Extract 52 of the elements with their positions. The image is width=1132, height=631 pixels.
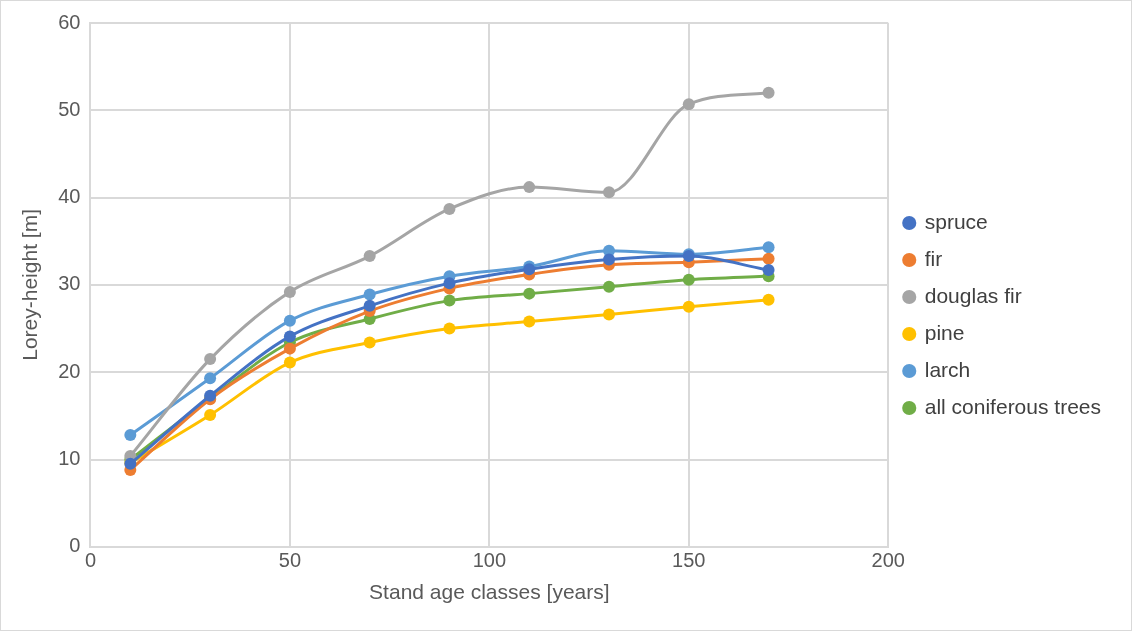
point [283,314,296,327]
point [682,273,695,286]
point [363,288,376,301]
point [603,280,616,293]
point [283,330,296,343]
point [682,300,695,313]
point [443,322,456,335]
point [443,294,456,307]
point [603,308,616,321]
point [523,315,536,328]
legend-label: all coniferous trees [924,394,1102,418]
point [283,342,296,355]
point [443,202,456,215]
legend-label: douglas fir [924,283,1022,307]
point [523,181,536,194]
x-tick-label: 200 [871,549,905,572]
point [523,287,536,300]
x-axis-title: Stand age classes [years] [369,580,610,604]
point [283,356,296,369]
x-tick-label: 0 [84,549,97,572]
y-axis-title: Lorey-height [m] [18,209,42,361]
point [762,293,775,306]
y-tick-label: 30 [58,272,81,295]
legend-label: fir [924,246,943,270]
x-tick-label: 50 [278,549,302,572]
point [682,98,695,111]
point [603,253,616,266]
x-tick-label: 150 [672,549,706,572]
y-tick-label: 40 [58,185,81,208]
point [204,408,217,421]
y-tick-label: 0 [69,534,81,557]
y-tick-label: 20 [58,359,81,382]
point [443,277,456,290]
y-tick-label: 50 [58,97,81,120]
point [204,372,217,385]
point [363,250,376,263]
point [603,186,616,199]
point [363,299,376,312]
point [762,252,775,265]
point [204,353,217,366]
y-tick-label: 10 [58,447,81,470]
point [283,285,296,298]
point [762,86,775,99]
legend-label: larch [924,357,971,381]
y-tick-label: 60 [58,10,81,33]
point [762,264,775,277]
point [762,241,775,254]
legend-label: spruce [924,209,988,233]
x-tick-label: 100 [472,549,507,572]
point [363,336,376,349]
point [124,429,137,442]
legend-label: pine [924,320,965,344]
